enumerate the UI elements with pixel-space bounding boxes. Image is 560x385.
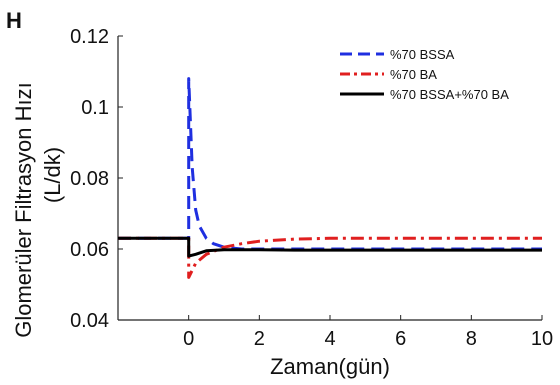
y-axis-title-line-2: (L/dk) [40,147,65,203]
y-tick-label: 0.06 [70,239,109,261]
y-axis-title: Glomerüler Filtrasyon Hızı [11,82,36,338]
x-tick-label: 10 [531,328,553,350]
series-line-2 [118,236,542,279]
x-tick-label: 0 [183,328,194,350]
series-line-3 [118,236,542,258]
series-line-1 [118,77,542,251]
legend-label: %70 BSSA+%70 BA [390,87,509,102]
y-tick-label: 0.1 [81,97,109,119]
x-tick-label: 4 [324,328,335,350]
x-tick-label: 6 [395,328,406,350]
y-tick-label: 0.04 [70,310,109,332]
legend-label: %70 BA [390,67,437,82]
y-axis-title-line-1: Glomerüler Filtrasyon Hızı [11,82,36,338]
legend: %70 BSSA %70 BA %70 BSSA+%70 BA [340,47,509,102]
series-layer [118,77,542,279]
x-axis-title: Zaman(gün) [270,354,390,379]
y-axis-unit: (L/dk) [40,147,65,203]
x-tick-label: 8 [466,328,477,350]
axes: 0 2 4 6 8 10 0.04 0.06 0.08 0.1 0.12 [70,26,553,350]
legend-label: %70 BSSA [390,47,455,62]
x-tick-label: 2 [254,328,265,350]
y-tick-label: 0.08 [70,168,109,190]
y-tick-label: 0.12 [70,26,109,48]
panel-label: H [6,8,22,33]
